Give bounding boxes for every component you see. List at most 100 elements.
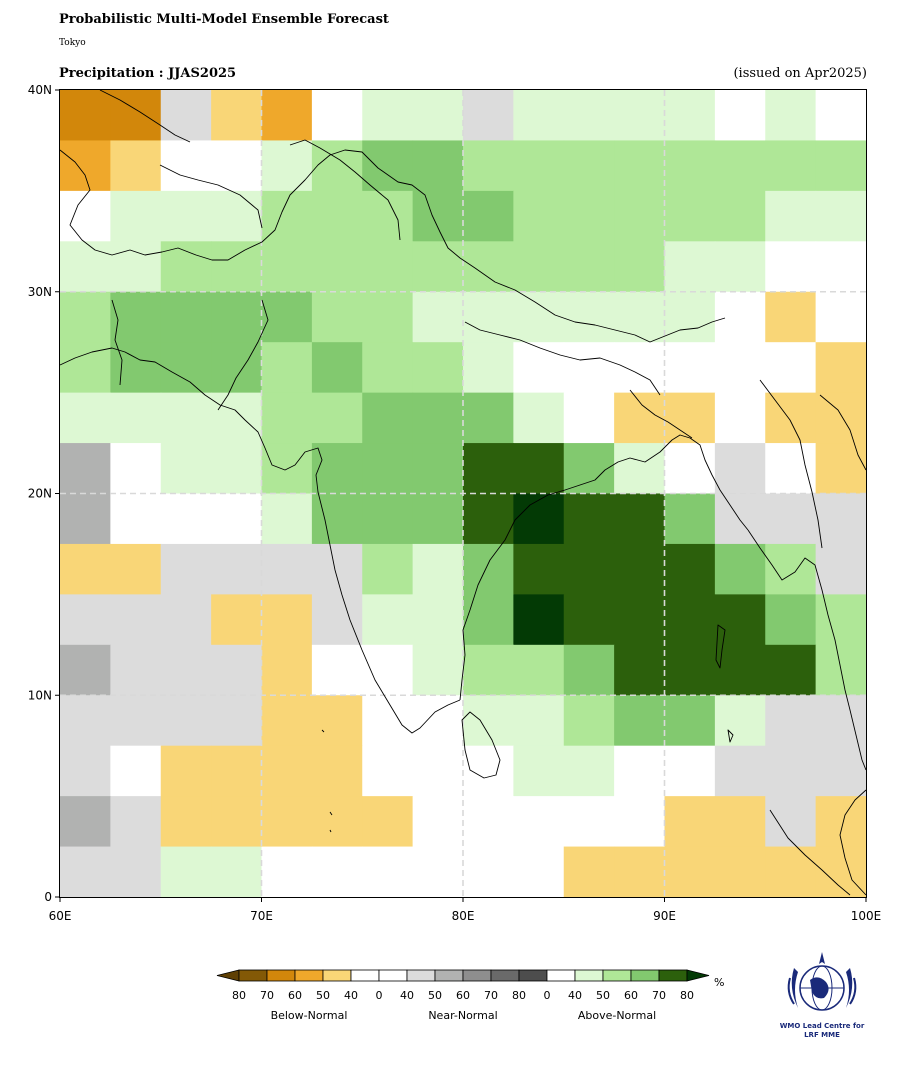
colorbar-tick-label: 0 (376, 989, 383, 1002)
forecast-cell (412, 342, 464, 394)
forecast-cell (765, 241, 817, 293)
forecast-cell (362, 443, 414, 494)
forecast-cell (311, 846, 363, 898)
chart-subtitle: Tokyo (59, 38, 86, 48)
forecast-cell (664, 342, 716, 394)
forecast-cell (211, 392, 262, 444)
forecast-cell (714, 493, 766, 545)
forecast-cell (211, 90, 262, 141)
colorbar-segment (574, 969, 604, 982)
forecast-cell (664, 796, 716, 848)
colorbar-group-labels: Below-Normal Near-Normal Above-Normal (271, 1009, 657, 1022)
forecast-cell (412, 140, 464, 192)
forecast-cell (815, 543, 867, 595)
forecast-cell (714, 796, 766, 848)
forecast-cell (664, 392, 716, 444)
forecast-cell (110, 796, 162, 848)
border-central (99, 89, 191, 143)
forecast-cell (513, 90, 565, 141)
forecast-cell (362, 846, 414, 898)
forecast-cell (160, 140, 212, 192)
forecast-cell (110, 745, 162, 797)
forecast-cell (664, 140, 716, 192)
forecast-cell (60, 90, 111, 141)
colorbar-segment (462, 969, 492, 982)
forecast-cell (463, 291, 514, 343)
forecast-cell (463, 695, 514, 747)
forecast-cell (261, 90, 313, 141)
forecast-cell (60, 493, 111, 545)
forecast-cell (311, 443, 363, 494)
forecast-cell (664, 493, 716, 545)
colorbar-segment (658, 969, 688, 982)
forecast-cell (614, 90, 665, 141)
forecast-cell (211, 594, 262, 646)
x-tick-label: 80E (452, 909, 475, 923)
forecast-cell (463, 392, 514, 444)
forecast-cell (160, 342, 212, 394)
forecast-cell (362, 493, 414, 545)
forecast-cell (815, 241, 867, 293)
forecast-cell (110, 241, 162, 293)
forecast-cell (110, 594, 162, 646)
forecast-cell (614, 745, 665, 797)
forecast-cell (211, 846, 262, 898)
forecast-cell (362, 543, 414, 595)
forecast-cell (614, 241, 665, 293)
forecast-cell (311, 241, 363, 293)
forecast-cell (664, 644, 716, 696)
forecast-cell (815, 342, 867, 394)
forecast-cell (614, 695, 665, 747)
forecast-cell (463, 543, 514, 595)
forecast-cell (714, 90, 766, 141)
forecast-cell (261, 392, 313, 444)
forecast-cell (160, 291, 212, 343)
forecast-cell (110, 443, 162, 494)
forecast-cell (815, 695, 867, 747)
colorbar-tick-label: 60 (288, 989, 302, 1002)
forecast-cell (261, 342, 313, 394)
forecast-cell (110, 392, 162, 444)
colorbar-tick-label: 80 (232, 989, 246, 1002)
forecast-cell (362, 594, 414, 646)
forecast-cell (815, 392, 867, 444)
forecast-cell (110, 291, 162, 343)
forecast-cell (160, 90, 212, 141)
wmo-emblem-icon (787, 952, 857, 1011)
forecast-cell (311, 342, 363, 394)
forecast-cell (362, 241, 414, 293)
colorbar-tick-label: 80 (512, 989, 526, 1002)
forecast-cell (664, 190, 716, 242)
forecast-cell (463, 241, 514, 293)
forecast-cell (261, 543, 313, 595)
forecast-cell (60, 745, 111, 797)
issued-date: (issued on Apr2025) (733, 66, 867, 81)
forecast-cell (463, 796, 514, 848)
forecast-cell (412, 594, 464, 646)
forecast-cell (211, 543, 262, 595)
forecast-cell (765, 846, 817, 898)
forecast-cell (815, 190, 867, 242)
forecast-cell (513, 594, 565, 646)
forecast-cell (261, 493, 313, 545)
logo-caption-line1: WMO Lead Centre for (779, 1022, 865, 1030)
colorbar-tick-label: 0 (544, 989, 551, 1002)
forecast-cell (614, 846, 665, 898)
forecast-cell (563, 443, 615, 494)
island-maldives (329, 811, 333, 833)
coastline-sri-lanka (461, 711, 501, 779)
forecast-cell (362, 745, 414, 797)
forecast-cell (211, 190, 262, 242)
colorbar-tick-label: 50 (316, 989, 330, 1002)
forecast-cell (412, 493, 464, 545)
forecast-cell (311, 745, 363, 797)
forecast-cell (160, 443, 212, 494)
border-iran-pak (111, 299, 123, 386)
forecast-cell (563, 90, 615, 141)
forecast-cell (211, 695, 262, 747)
colorbar-segment (630, 969, 660, 982)
forecast-cell (563, 392, 615, 444)
forecast-cell (815, 291, 867, 343)
forecast-cell (765, 140, 817, 192)
colorbar-tick-label: 60 (456, 989, 470, 1002)
